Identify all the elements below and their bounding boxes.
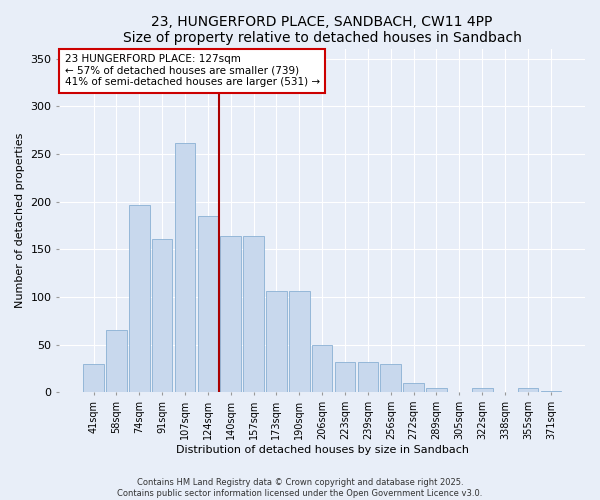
Bar	[380, 364, 401, 392]
Bar	[472, 388, 493, 392]
Bar	[403, 383, 424, 392]
Text: 23 HUNGERFORD PLACE: 127sqm
← 57% of detached houses are smaller (739)
41% of se: 23 HUNGERFORD PLACE: 127sqm ← 57% of det…	[65, 54, 320, 88]
Bar	[312, 344, 332, 393]
Bar	[129, 204, 149, 392]
Bar	[197, 216, 218, 392]
Bar	[175, 142, 195, 392]
Bar	[358, 362, 378, 392]
Bar	[243, 236, 264, 392]
Title: 23, HUNGERFORD PLACE, SANDBACH, CW11 4PP
Size of property relative to detached h: 23, HUNGERFORD PLACE, SANDBACH, CW11 4PP…	[123, 15, 521, 45]
Bar	[220, 236, 241, 392]
Bar	[83, 364, 104, 392]
X-axis label: Distribution of detached houses by size in Sandbach: Distribution of detached houses by size …	[176, 445, 469, 455]
Y-axis label: Number of detached properties: Number of detached properties	[15, 133, 25, 308]
Bar	[266, 292, 287, 392]
Bar	[289, 292, 310, 392]
Bar	[518, 388, 538, 392]
Bar	[152, 239, 172, 392]
Bar	[106, 330, 127, 392]
Text: Contains HM Land Registry data © Crown copyright and database right 2025.
Contai: Contains HM Land Registry data © Crown c…	[118, 478, 482, 498]
Bar	[426, 388, 447, 392]
Bar	[335, 362, 355, 392]
